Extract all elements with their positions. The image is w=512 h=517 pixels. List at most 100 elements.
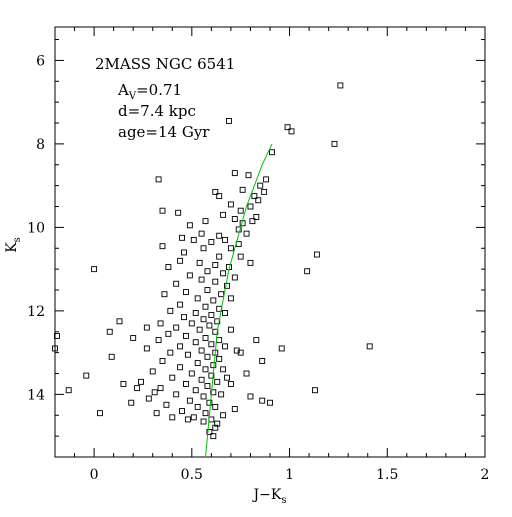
data-point [198,376,205,383]
data-point [200,393,207,400]
data-point [202,303,209,310]
data-point [179,408,185,415]
data-point [224,282,230,289]
data-point [194,360,201,367]
data-points [52,82,373,440]
data-point [261,188,268,195]
data-point [167,349,174,356]
data-point [218,291,225,298]
data-point [233,347,240,354]
data-point [210,389,217,396]
data-point [198,276,205,283]
data-point [204,268,211,275]
data-point [259,358,266,364]
data-point [202,410,209,417]
data-point [159,243,166,250]
data-point [312,387,318,394]
data-point [183,380,189,387]
y-tick-label: 10 [27,220,45,236]
data-point [304,268,311,275]
data-point [227,201,234,208]
x-tick-label: 2 [481,467,490,483]
data-point [202,335,209,341]
data-point [214,378,221,385]
data-point [177,301,184,308]
annotation-distance: d=7.4 kpc [118,102,196,120]
y-tick-label: 6 [36,53,45,69]
data-point [165,330,172,337]
data-point [204,287,211,293]
data-point [231,170,238,177]
data-point [224,374,230,381]
data-point [196,259,203,266]
data-point [97,410,103,417]
data-point [169,374,176,381]
data-point [231,406,238,412]
data-point [65,387,72,394]
data-point [239,186,246,193]
data-point [259,397,266,404]
data-point [183,332,189,339]
data-point [245,172,252,179]
data-point [128,399,135,406]
data-point [214,420,221,427]
data-point [208,341,215,348]
data-point [243,230,250,237]
annotation-extinction: AV=0.71 [117,81,182,102]
data-point [165,264,172,270]
data-point [247,393,254,400]
data-point [206,399,213,406]
data-point [231,274,238,281]
data-point [177,343,184,350]
data-point [200,418,207,425]
data-point [212,403,219,410]
data-point [247,259,254,266]
data-point [106,328,113,335]
data-point [206,322,213,329]
data-point [366,343,373,350]
data-point [210,297,217,304]
data-point [52,345,58,352]
data-point [208,239,215,245]
data-point [169,414,176,421]
data-point [177,364,184,371]
data-point [216,232,223,239]
data-point [173,391,180,398]
data-point [263,176,270,183]
data-point [206,429,213,435]
data-point [155,337,162,344]
data-point [255,197,262,204]
x-tick-label: 0 [90,467,99,483]
data-point [83,372,90,379]
data-point [212,424,219,431]
data-point [227,326,234,333]
data-point [143,324,150,331]
data-point [54,332,60,339]
data-point [278,345,285,352]
data-point [212,328,219,335]
data-point [163,401,170,408]
x-tick-label: 1 [285,467,294,483]
data-point [198,230,205,237]
data-point [159,358,166,364]
data-point [173,280,180,287]
data-point [190,236,197,243]
data-point [220,211,227,218]
axis-ticks: 0 0.5 1 1.5 2 6 8 10 12 14 [27,27,489,483]
data-point [288,128,295,135]
data-point [183,289,189,296]
data-point [192,310,199,316]
data-point [202,218,209,225]
data-point [216,253,223,260]
y-axis-label: Ks [4,237,23,253]
data-point [130,335,137,341]
data-point [249,218,256,225]
data-point [331,140,338,147]
data-point [186,397,193,404]
data-point [247,203,254,210]
data-point [177,257,184,264]
data-point [145,395,152,402]
data-point [210,433,217,440]
